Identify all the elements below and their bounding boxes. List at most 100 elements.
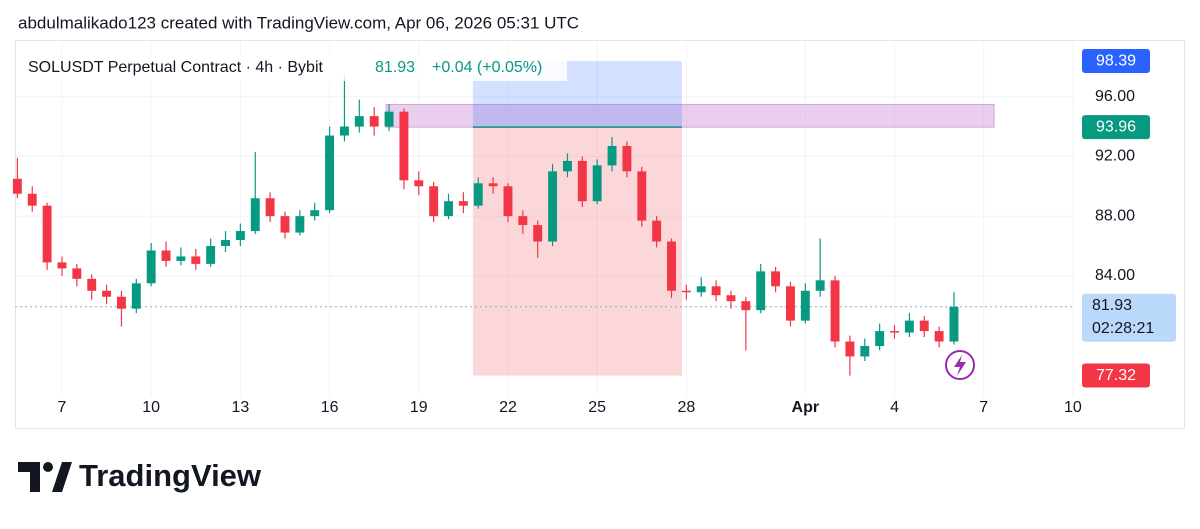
candle-body [830,280,840,342]
candle-body [250,198,260,232]
candle-body [548,171,558,242]
price-label-box [1082,363,1150,388]
candle-body [458,201,468,206]
candle-body [681,290,691,293]
candle-body [369,116,379,127]
price-label-box [1082,293,1176,342]
y-tick-label: 92.00 [1095,148,1135,165]
x-tick-label: Apr [792,399,820,416]
candle-body [414,180,424,187]
candle-body [696,286,706,293]
candle-body [191,256,201,264]
legend-title: SOLUSDT Perpetual Contract · 4h · Bybit [28,59,323,76]
candle-body [949,306,959,342]
candle-body [577,160,587,202]
x-tick-label: 25 [588,399,606,416]
candles [12,74,959,376]
candle-body [667,241,676,291]
candle-body [339,126,349,136]
candle-body [800,290,810,321]
candle-body [42,205,52,263]
alert-bolt [954,355,966,376]
alert-icon [945,350,975,380]
header: abdulmalikado123 created with TradingVie… [18,13,579,32]
candle-body [875,331,885,346]
logo-dot [43,462,53,472]
candle-body [429,186,439,217]
candle-body [325,135,335,211]
x-tick-label: 10 [1064,399,1082,416]
candle-body [890,331,899,333]
candle-body [785,286,795,321]
candle-body [102,290,112,297]
candle-body [87,278,97,291]
countdown: 02:28:21 [1092,320,1154,337]
candle-body [131,283,141,309]
legend: SOLUSDT Perpetual Contract · 4h · Bybit … [22,55,567,81]
candle-body [354,116,364,127]
candle-body [860,345,870,357]
candle-body [235,231,245,241]
x-tick-label: 19 [410,399,428,416]
candle-body [741,301,751,311]
legend-bg [22,55,567,81]
candle-body [503,186,513,217]
candle-body [221,240,230,246]
x-tick-label: 7 [58,399,67,416]
x-tick-label: 16 [321,399,339,416]
logo-v [52,462,72,492]
candle-body [310,210,320,217]
candle-body [711,286,721,296]
legend-change: +0.04 (+0.05%) [432,59,542,76]
candle-body [116,296,126,309]
stop-area [472,127,682,376]
candle-body [815,280,825,291]
candle-body [904,320,914,333]
candle-body [146,250,156,284]
brand: TradingView [18,458,262,493]
price-label-box [1082,49,1150,74]
candle-body [384,111,394,127]
x-tick-label: 28 [677,399,695,416]
y-tick-label: 88.00 [1095,207,1135,224]
candle-body [637,171,647,221]
price-label: 77.32 [1096,367,1136,384]
price-label-box [1082,115,1150,140]
candle-body [280,216,290,233]
candle-body [473,183,483,206]
price-label: 81.93 [1092,297,1132,314]
candle-body [161,250,171,261]
drawings [15,61,1075,376]
candle-body [592,165,602,202]
candle-body [919,320,929,332]
candle-body [206,245,216,264]
candle-body [12,178,22,194]
axes: 84.00 88.00 92.00 96.00 7 10 13 16 19 22 25 28 Apr 4 7… [58,49,1176,416]
candle-body [72,268,82,279]
x-tick-label: 22 [499,399,517,416]
candle-body [533,225,543,242]
candle-body [845,341,855,357]
price-label: 93.96 [1096,118,1136,135]
candle-body [607,145,617,166]
candle-body [444,201,453,217]
candle-body [726,295,736,302]
x-tick-label: 4 [890,399,899,416]
candle-body [622,145,632,172]
candle-body [652,220,662,242]
candle-body [176,256,186,261]
logo-t [18,462,40,492]
candle-body [399,111,409,181]
x-tick-label: 10 [142,399,160,416]
y-tick-label: 84.00 [1095,267,1135,284]
x-tick-label: 7 [979,399,988,416]
candle-body [562,160,572,172]
candle-body [934,331,944,342]
candle-body [295,216,305,233]
candle-body [265,198,275,217]
x-tick-label: 13 [231,399,249,416]
price-label: 98.39 [1096,52,1136,69]
candle-body [756,271,766,311]
chart-frame [15,40,1185,429]
